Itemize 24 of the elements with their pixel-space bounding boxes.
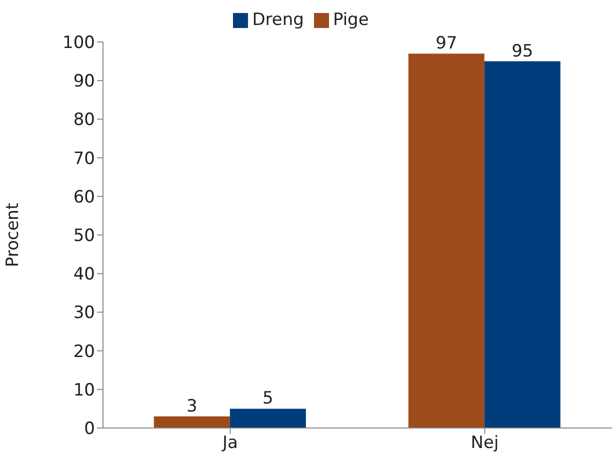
y-tick-label: 10 [73,380,95,400]
data-label: 97 [436,34,458,54]
y-tick-label: 30 [73,303,95,324]
bar [154,416,230,428]
y-tick-label: 90 [73,72,95,92]
data-label: 5 [262,388,274,409]
y-tick-label: 20 [73,342,95,362]
data-label: 95 [512,41,534,62]
y-tick-label: 0 [84,419,95,440]
y-tick-label: 70 [73,148,95,169]
legend-label: Pige [332,10,369,30]
y-axis-title: Procent [3,202,24,268]
bar [408,54,484,428]
bar [230,408,306,428]
x-tick-label: Nej [470,433,499,454]
y-tick-label: 80 [73,110,95,130]
y-tick-label: 40 [73,264,95,285]
bar [484,61,560,428]
legend-label: Dreng [252,10,304,30]
y-tick-label: 50 [73,226,95,246]
y-tick-label: 100 [62,33,95,54]
y-tick-label: 60 [73,187,95,208]
x-tick-label: Ja [222,433,238,454]
data-label: 3 [186,396,198,416]
